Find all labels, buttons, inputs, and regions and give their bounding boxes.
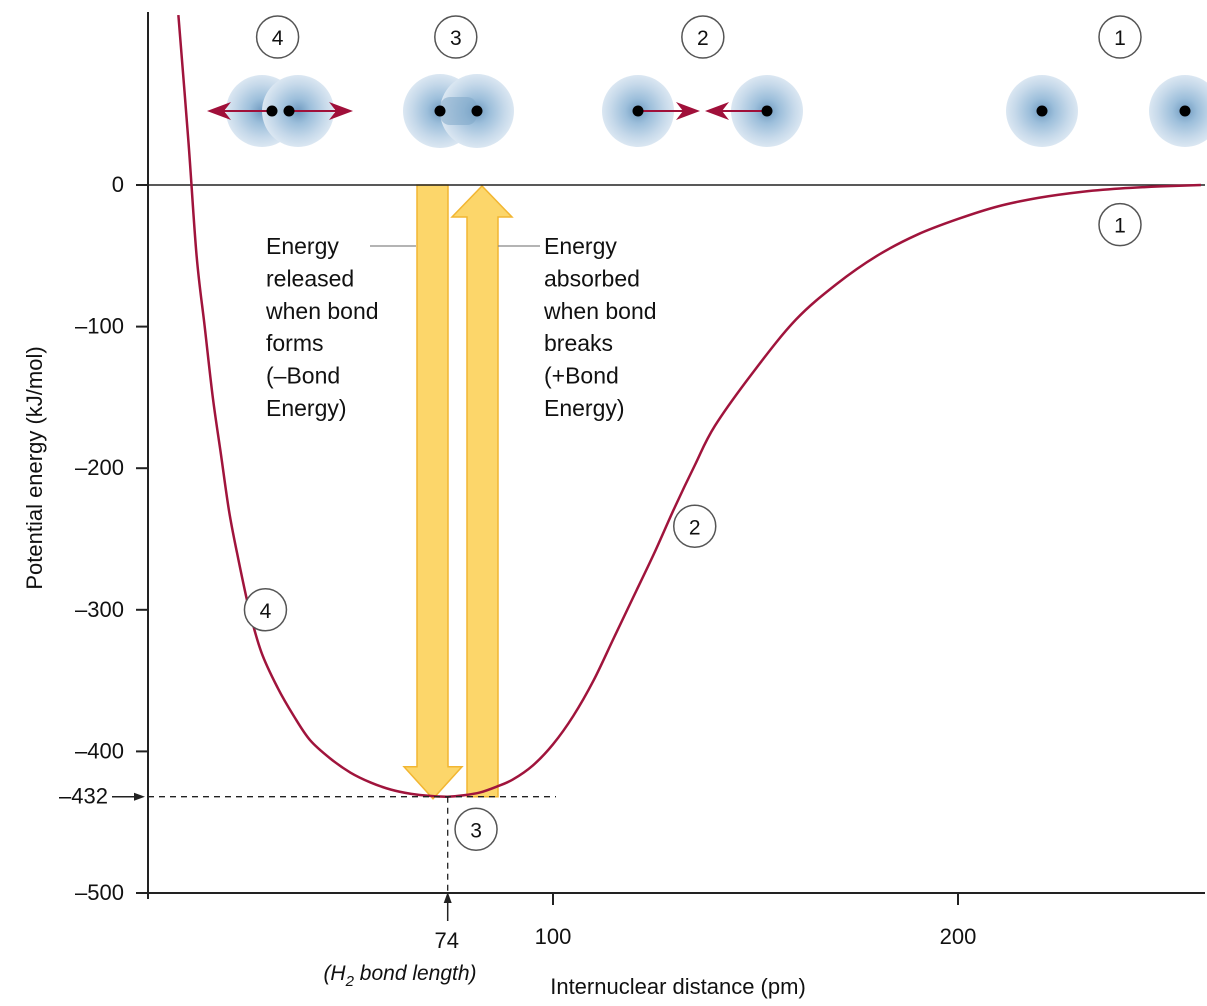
curve-marker-label: 1: [1114, 215, 1126, 238]
y-tick-label: –300: [75, 597, 124, 622]
molecule-illustrations: 4 3 2 1: [207, 15, 1207, 148]
bond-length-note: (H2 bond length): [323, 962, 476, 990]
bond-length-pointer-head: [443, 892, 452, 903]
stage-marker-label: 2: [697, 27, 709, 50]
energy-absorbed-text: (+Bond: [544, 363, 619, 389]
curve-marker-circle: [243, 588, 288, 632]
curve-layer: [177, 14, 1202, 798]
bond-length-note-sub: 2: [345, 973, 355, 990]
energy-released-arrow: [402, 184, 464, 800]
y-tick-label: –100: [75, 314, 124, 339]
curve-marker-label: 4: [260, 600, 272, 623]
nucleus-dot: [434, 105, 446, 117]
bond-length-value: 74: [434, 928, 458, 953]
force-arrow-head: [329, 102, 353, 120]
nucleus-dot: [471, 105, 483, 117]
potential-energy-curve: [177, 14, 1202, 798]
energy-released-text: forms: [266, 330, 324, 356]
min-energy-label: –432: [59, 784, 108, 809]
nucleus-dot: [266, 105, 278, 117]
force-arrow-head: [207, 102, 231, 120]
curve-marker-circle: [673, 504, 717, 549]
energy-arrows: [402, 184, 514, 800]
x-tick-label: 100: [535, 924, 572, 949]
stage-marker-circle: [681, 15, 725, 59]
nucleus-dot: [1036, 105, 1048, 117]
energy-released-text: released: [266, 265, 354, 291]
energy-absorbed-arrow: [450, 184, 514, 798]
bond-overlap: [440, 97, 477, 125]
energy-absorbed-text: when bond: [543, 298, 657, 324]
curve-marker-label: 2: [689, 516, 701, 539]
y-axis-title: Potential energy (kJ/mol): [22, 346, 47, 589]
electron-cloud: [1149, 75, 1207, 147]
axes: 0 –100 –200 –300 –400 –500 100 200 Potential ene…: [22, 12, 1205, 999]
force-arrow-head: [676, 102, 700, 120]
nucleus-dot: [761, 105, 773, 117]
energy-absorbed-text: absorbed: [544, 265, 640, 291]
energy-released-text: Energy): [266, 395, 347, 421]
nucleus-dot: [1179, 105, 1191, 117]
y-tick-label: –500: [75, 880, 124, 905]
curve-marker-circle: [1098, 202, 1142, 247]
energy-released-text: Energy: [266, 233, 339, 259]
bond-length-note-pre: (H: [323, 962, 346, 985]
stage-marker-circle: [255, 15, 300, 59]
energy-absorbed-text: breaks: [544, 330, 613, 356]
y-tick-label: –200: [75, 455, 124, 480]
force-arrow-head: [705, 102, 729, 120]
y-tick-label: 0: [112, 172, 124, 197]
x-axis-title: Internuclear distance (pm): [550, 974, 806, 999]
energy-absorbed-text: Energy: [544, 233, 617, 259]
curve-marker-circle: [454, 807, 498, 852]
min-energy-pointer-head: [134, 792, 145, 801]
stage-marker-circle: [1098, 15, 1142, 59]
y-tick-label: –400: [75, 738, 124, 763]
curve-marker-label: 3: [470, 819, 482, 842]
x-tick-label: 200: [940, 924, 977, 949]
stage-marker-label: 4: [272, 27, 284, 50]
energy-absorbed-text: Energy): [544, 395, 625, 421]
nucleus-dot: [632, 105, 644, 117]
stage-marker-circle: [434, 15, 478, 59]
stage-marker-label: 3: [450, 27, 462, 50]
bond-length-note-post: bond length): [354, 962, 477, 985]
nucleus-dot: [283, 105, 295, 117]
energy-released-text: when bond: [265, 298, 379, 324]
stage-marker-label: 1: [1114, 27, 1126, 50]
energy-released-text: (–Bond: [266, 363, 340, 389]
